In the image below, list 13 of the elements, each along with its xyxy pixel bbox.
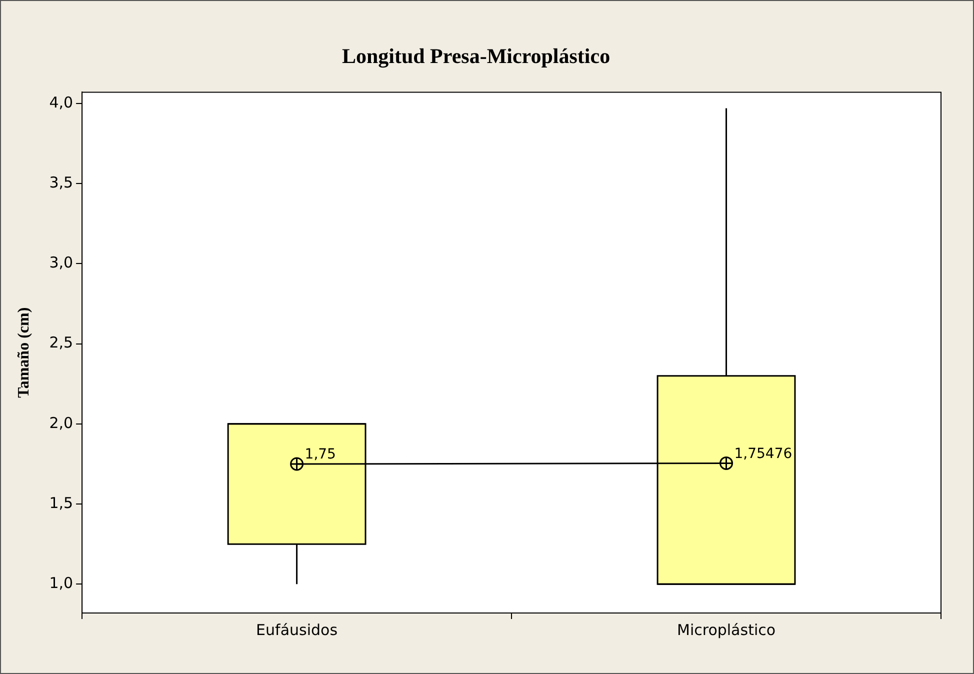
chart-title: Longitud Presa-Microplástico	[342, 44, 610, 68]
data-label: 1,75476	[734, 446, 792, 462]
data-label: 1,75	[304, 446, 336, 463]
y-tick-label: 1,0	[49, 574, 74, 592]
x-tick-label: Eufáusidos	[256, 620, 338, 639]
y-tick-label: 2,0	[49, 414, 74, 432]
x-tick-label: Microplástico	[676, 620, 776, 639]
y-tick-label: 1,5	[49, 494, 74, 512]
y-tick-label: 4,0	[49, 93, 74, 112]
y-axis-title: Tamaño (cm)	[16, 307, 33, 398]
y-tick-label: 3,5	[49, 173, 74, 192]
y-tick-label: 2,5	[49, 334, 74, 352]
y-tick-label: 3,0	[49, 254, 74, 272]
